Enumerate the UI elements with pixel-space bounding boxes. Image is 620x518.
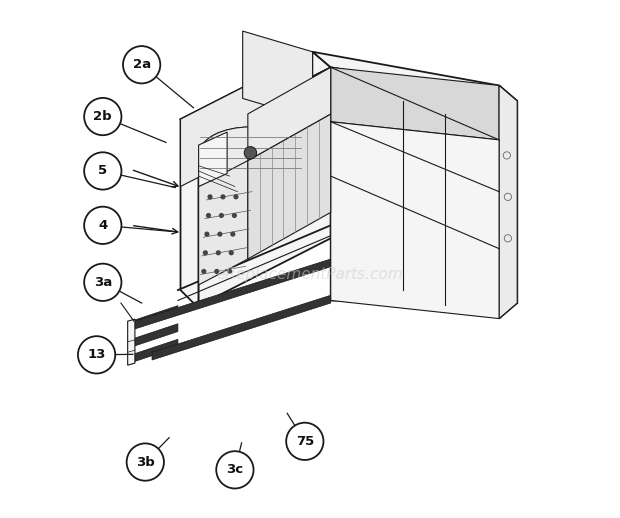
Polygon shape xyxy=(242,31,312,119)
Circle shape xyxy=(244,147,257,159)
Circle shape xyxy=(126,443,164,481)
Circle shape xyxy=(214,269,219,274)
Circle shape xyxy=(232,213,237,218)
Polygon shape xyxy=(135,259,330,329)
Polygon shape xyxy=(198,67,330,306)
Circle shape xyxy=(84,264,122,301)
Circle shape xyxy=(216,250,221,255)
Circle shape xyxy=(78,336,115,373)
Circle shape xyxy=(123,46,161,83)
Text: 75: 75 xyxy=(296,435,314,448)
Text: 13: 13 xyxy=(87,348,106,362)
Text: 4: 4 xyxy=(98,219,107,232)
Polygon shape xyxy=(131,339,178,363)
Circle shape xyxy=(202,269,206,274)
Polygon shape xyxy=(250,127,323,215)
Circle shape xyxy=(203,250,208,255)
Text: 3a: 3a xyxy=(94,276,112,289)
Circle shape xyxy=(220,194,226,199)
Circle shape xyxy=(84,207,122,244)
Circle shape xyxy=(230,232,236,237)
Text: 2b: 2b xyxy=(94,110,112,123)
Circle shape xyxy=(219,213,224,218)
Circle shape xyxy=(216,451,254,488)
Polygon shape xyxy=(180,52,330,135)
Polygon shape xyxy=(499,85,517,319)
Circle shape xyxy=(286,423,324,460)
Circle shape xyxy=(229,250,234,255)
Polygon shape xyxy=(198,161,248,285)
Polygon shape xyxy=(198,132,227,186)
Circle shape xyxy=(233,194,239,199)
Circle shape xyxy=(206,213,211,218)
Circle shape xyxy=(227,269,232,274)
Polygon shape xyxy=(312,52,517,101)
Circle shape xyxy=(217,232,223,237)
Polygon shape xyxy=(499,85,517,319)
Polygon shape xyxy=(152,295,330,360)
Circle shape xyxy=(208,194,213,199)
Polygon shape xyxy=(248,67,330,161)
Polygon shape xyxy=(330,67,499,140)
Circle shape xyxy=(84,152,122,190)
Polygon shape xyxy=(131,324,178,347)
Text: 2a: 2a xyxy=(133,58,151,71)
Circle shape xyxy=(205,232,210,237)
Polygon shape xyxy=(330,122,499,319)
Polygon shape xyxy=(180,119,198,308)
Polygon shape xyxy=(131,306,178,329)
Text: 3c: 3c xyxy=(226,463,244,477)
Text: eReplacementParts.com: eReplacementParts.com xyxy=(216,267,404,282)
Text: 5: 5 xyxy=(98,164,107,178)
Polygon shape xyxy=(128,319,135,365)
Circle shape xyxy=(84,98,122,135)
Polygon shape xyxy=(180,52,312,186)
Polygon shape xyxy=(248,114,330,259)
Polygon shape xyxy=(330,67,517,303)
Ellipse shape xyxy=(200,127,301,179)
Text: 3b: 3b xyxy=(136,455,154,469)
